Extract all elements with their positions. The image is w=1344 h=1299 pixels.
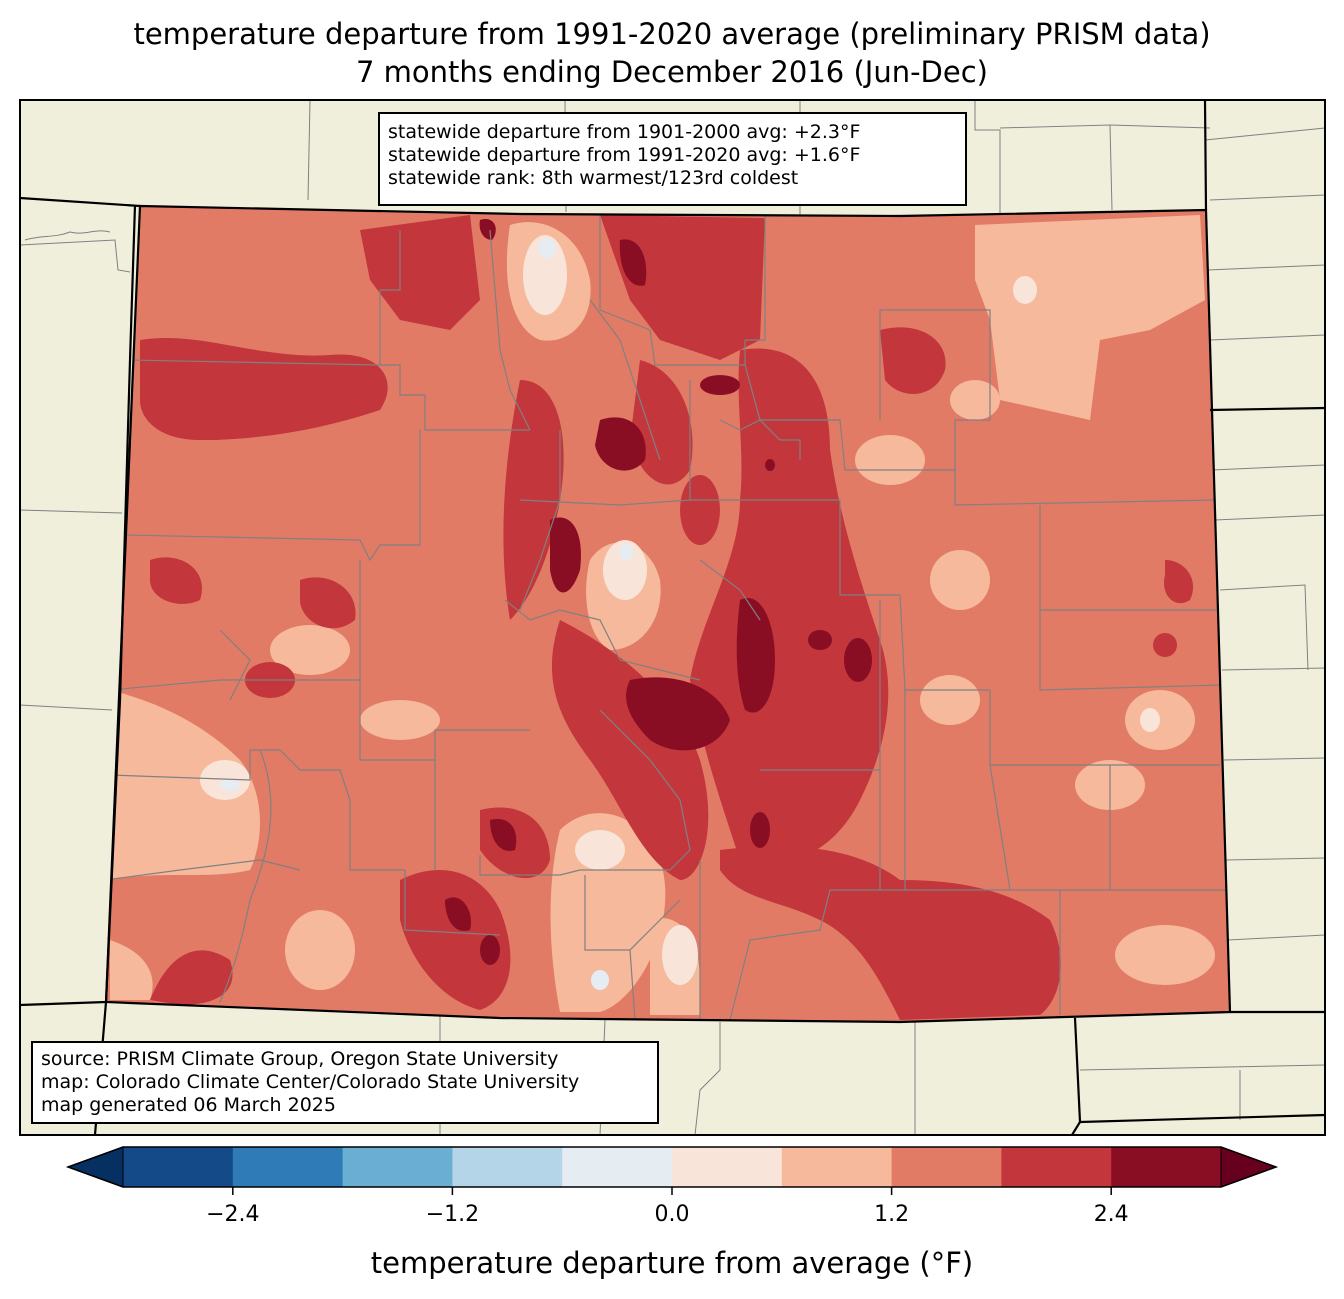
source-line: map: Colorado Climate Center/Colorado St… xyxy=(41,1071,580,1093)
stats-line: statewide departure from 1901-2000 avg: … xyxy=(388,121,861,143)
temperature-field xyxy=(106,206,1230,1022)
map-title: temperature departure from 1991-2020 ave… xyxy=(133,17,1211,51)
source-line: source: PRISM Climate Group, Oregon Stat… xyxy=(41,1048,559,1070)
state-boundaries xyxy=(20,100,1325,1135)
source-credits-box: source: PRISM Climate Group, Oregon Stat… xyxy=(31,1041,659,1124)
stats-line: statewide departure from 1991-2020 avg: … xyxy=(388,144,861,166)
source-line: map generated 06 March 2025 xyxy=(41,1094,336,1116)
stats-line: statewide rank: 8th warmest/123rd coldes… xyxy=(388,167,799,189)
county-lines xyxy=(106,215,1230,1021)
map-frame xyxy=(19,99,1326,1136)
statewide-stats-box: statewide departure from 1901-2000 avg: … xyxy=(378,112,967,206)
map-subtitle: 7 months ending December 2016 (Jun-Dec) xyxy=(356,55,988,89)
